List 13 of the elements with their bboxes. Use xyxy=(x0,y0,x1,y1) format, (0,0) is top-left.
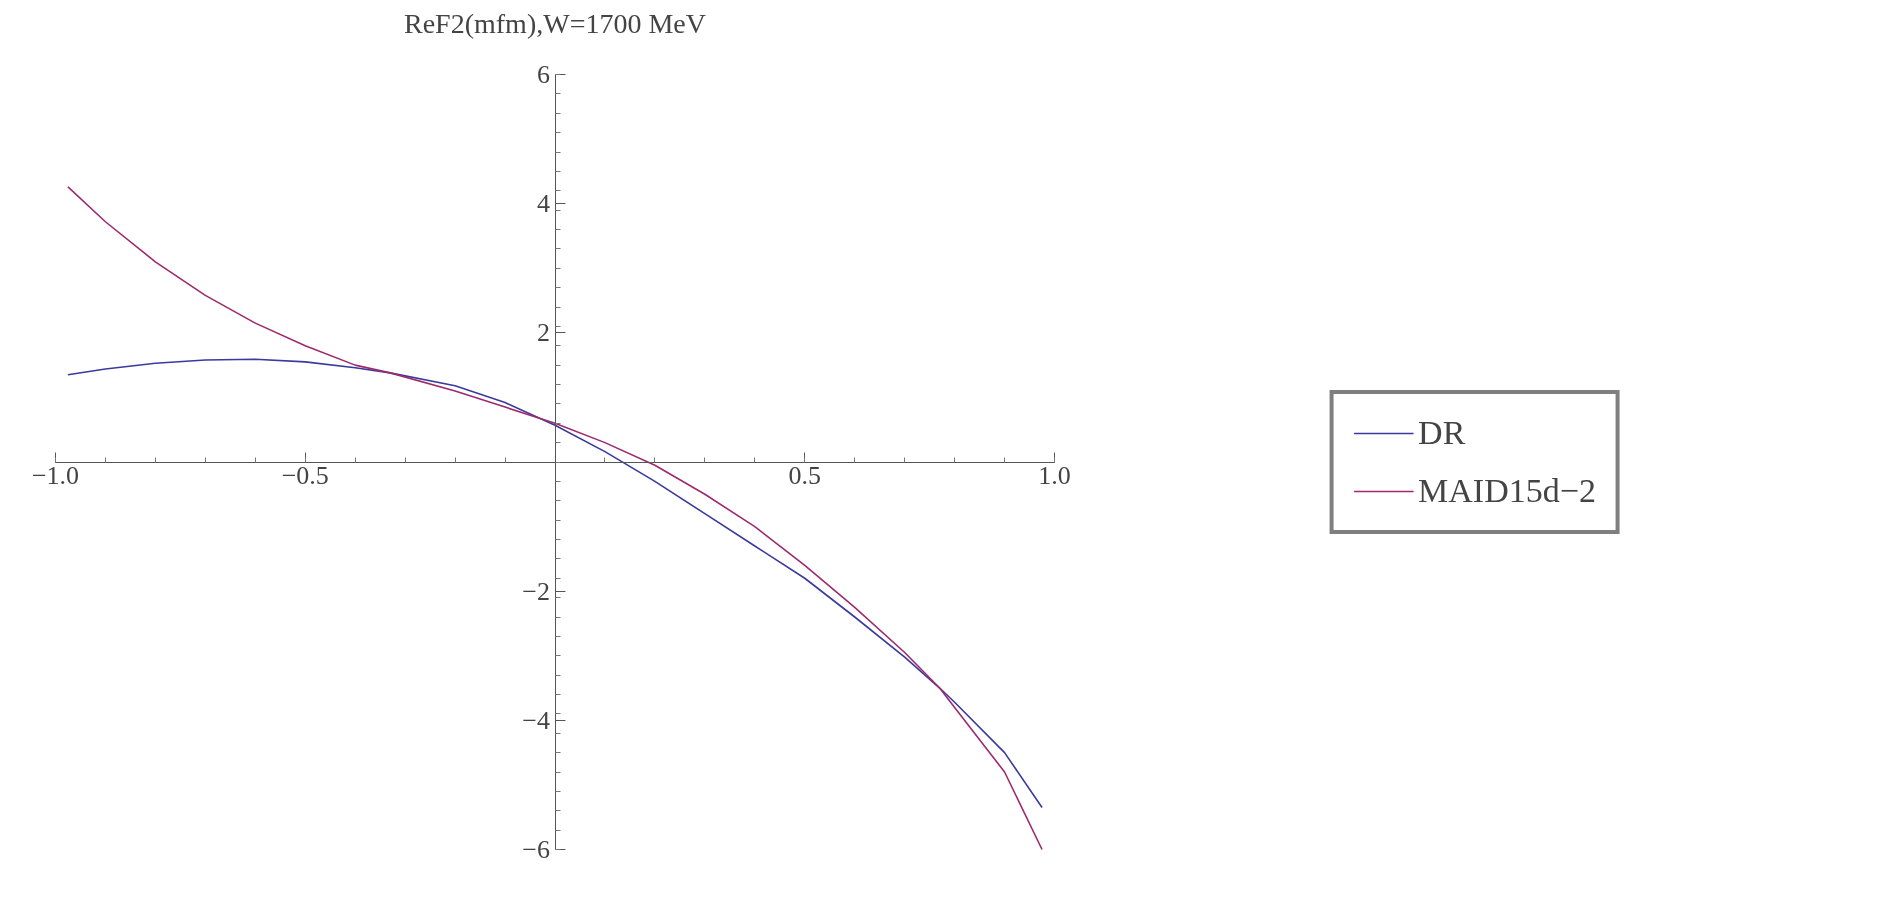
y-tick-label: −4 xyxy=(522,705,551,735)
x-tick-label: 1.0 xyxy=(1038,461,1071,490)
y-tick-label: 6 xyxy=(537,60,550,89)
chart-title: ReF2(mfm),W=1700 MeV xyxy=(404,7,706,39)
legend-label: DR xyxy=(1418,413,1466,452)
x-tick-label: −1.0 xyxy=(31,461,80,490)
y-tick-label: −6 xyxy=(522,835,551,864)
x-tick-label: 0.5 xyxy=(788,461,822,490)
legend-label: MAID15d−2 xyxy=(1418,471,1596,510)
y-tick-label: 4 xyxy=(537,189,550,219)
y-tick-label: 2 xyxy=(537,318,550,348)
y-tick-label: −2 xyxy=(522,576,551,606)
x-tick-label: −0.5 xyxy=(281,461,329,490)
